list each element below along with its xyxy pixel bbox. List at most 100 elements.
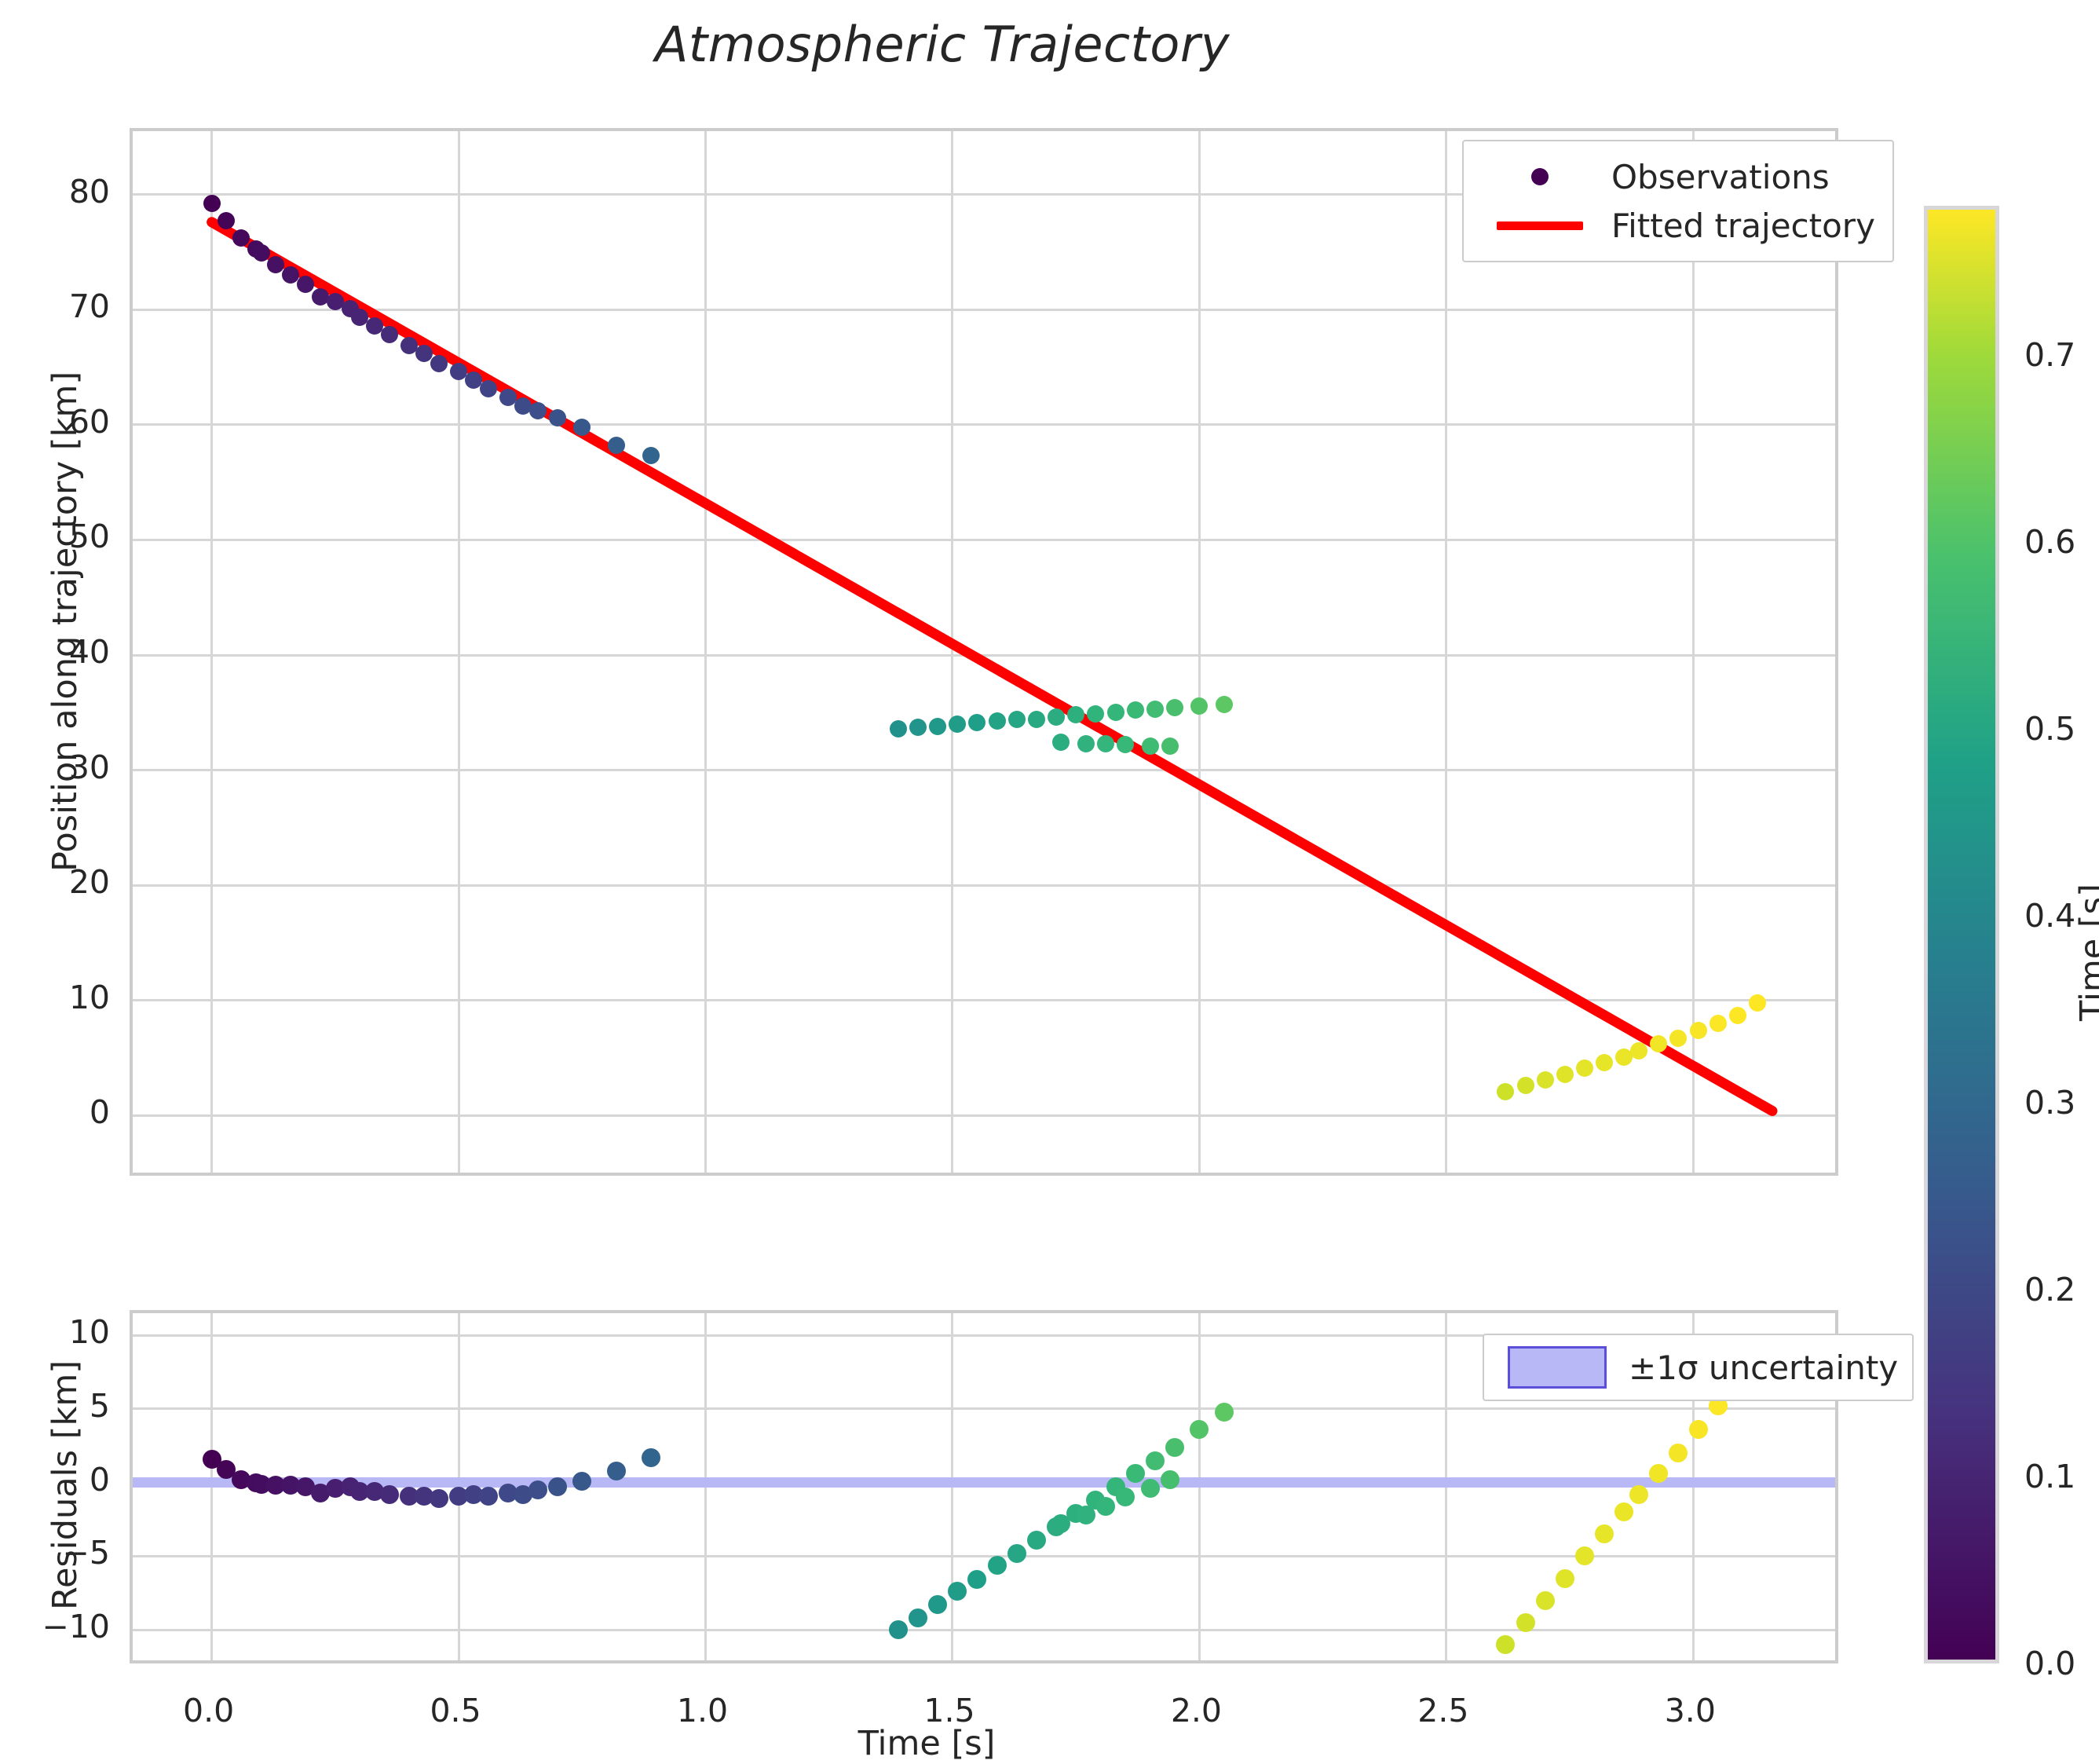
x-tick-label: 3.0 <box>1664 1692 1716 1729</box>
data-point <box>1048 708 1066 726</box>
data-point <box>1728 1006 1746 1024</box>
gridline-horizontal <box>133 1407 1835 1411</box>
data-point <box>573 418 591 436</box>
gridline-horizontal <box>133 423 1835 426</box>
data-point <box>949 715 967 733</box>
y-tick-label: 10 <box>68 978 110 1016</box>
y-tick-label: 30 <box>68 748 110 786</box>
data-point <box>1596 1053 1614 1071</box>
data-point <box>608 437 626 455</box>
data-point <box>1575 1059 1593 1078</box>
data-point <box>218 212 236 230</box>
data-point <box>203 195 221 213</box>
gridline-vertical <box>457 131 460 1173</box>
residual-point <box>429 1489 448 1509</box>
data-point <box>1190 697 1209 715</box>
data-point <box>267 256 285 274</box>
colorbar-tick-label: 0.0 <box>2024 1645 2076 1682</box>
residual-point <box>1145 1451 1165 1470</box>
data-point <box>1516 1077 1534 1095</box>
data-point <box>381 326 399 344</box>
x-axis-title: Time [s] <box>858 1724 996 1763</box>
residuals-y-axis-title: Residuals [km] <box>46 1360 85 1610</box>
data-point <box>1689 1021 1707 1039</box>
residual-point <box>607 1461 627 1480</box>
residual-point <box>1160 1469 1179 1489</box>
residual-point <box>478 1486 498 1506</box>
data-point <box>548 409 566 427</box>
residual-point <box>380 1484 400 1504</box>
legend-label-fitted: Fitted trajectory <box>1611 206 1875 245</box>
colorbar-tick-label: 0.6 <box>2024 523 2076 562</box>
residual-point <box>572 1471 592 1491</box>
legend-item-fitted[interactable]: Fitted trajectory <box>1481 201 1875 250</box>
data-point <box>1096 734 1114 752</box>
x-tick-label: 2.5 <box>1417 1692 1469 1729</box>
residual-point <box>1095 1496 1115 1516</box>
data-point <box>1117 736 1135 754</box>
gridline-horizontal <box>133 653 1835 657</box>
residual-point <box>1214 1402 1234 1422</box>
residual-point <box>908 1608 927 1628</box>
y-tick-label: 20 <box>68 863 110 902</box>
gridline-vertical <box>704 131 708 1173</box>
y-tick-label: 10 <box>68 1313 110 1352</box>
residual-point <box>1614 1502 1634 1522</box>
colorbar-title: Time [s] <box>2073 884 2099 1021</box>
data-point <box>1087 705 1105 723</box>
residual-point <box>1140 1479 1160 1499</box>
residual-point <box>948 1582 967 1601</box>
residual-point <box>1535 1590 1555 1610</box>
data-point <box>889 719 907 737</box>
data-point <box>968 714 986 732</box>
gridline-horizontal <box>133 1554 1835 1557</box>
gridline-horizontal <box>133 193 1835 196</box>
data-point <box>351 309 369 327</box>
colorbar-tick-label: 0.7 <box>2024 336 2076 375</box>
residual-point <box>1629 1484 1649 1504</box>
residual-point <box>967 1570 987 1590</box>
residual-point <box>1026 1530 1046 1550</box>
gridline-horizontal <box>133 884 1835 887</box>
residual-point <box>1555 1568 1574 1588</box>
data-point <box>1165 699 1183 717</box>
legend-item-observations[interactable]: Observations <box>1481 152 1875 201</box>
data-point <box>1556 1065 1574 1083</box>
x-tick-label: 0.5 <box>430 1692 481 1729</box>
colorbar-tick-label: 0.3 <box>2024 1084 2076 1122</box>
residual-point <box>1649 1464 1669 1484</box>
x-tick-label: 1.5 <box>923 1692 975 1729</box>
main-gridlines <box>133 131 1835 1173</box>
data-point <box>1126 701 1144 719</box>
legend-marker-observations <box>1481 168 1599 185</box>
data-point <box>1141 737 1159 755</box>
gridline-horizontal <box>133 1334 1835 1337</box>
data-point <box>1749 994 1767 1012</box>
data-point <box>400 336 419 354</box>
data-point <box>1052 734 1070 752</box>
legend-item-uncertainty[interactable]: ±1σ uncertainty <box>1498 1343 1898 1392</box>
gridline-vertical <box>1198 131 1201 1173</box>
colorbar-tick-label: 0.5 <box>2024 710 2076 748</box>
gridline-vertical <box>1691 131 1695 1173</box>
residual-point <box>1496 1634 1516 1654</box>
residual-point <box>642 1447 661 1467</box>
data-point <box>1215 696 1233 714</box>
data-point <box>366 317 384 335</box>
data-point <box>909 719 927 737</box>
observation-dot-icon <box>1531 168 1549 185</box>
legend-marker-uncertainty <box>1498 1346 1616 1389</box>
residual-point <box>1007 1543 1026 1563</box>
residual-point <box>928 1595 948 1615</box>
colorbar-tick-label: 0.2 <box>2024 1271 2076 1309</box>
residual-point <box>1076 1505 1095 1524</box>
gridline-vertical <box>1445 131 1448 1173</box>
gridline-horizontal <box>133 769 1835 772</box>
main-y-axis-title: Position along trajectory [km] <box>46 371 85 872</box>
data-point <box>297 275 315 293</box>
data-point <box>1146 700 1164 718</box>
legend-marker-fitted <box>1481 221 1599 230</box>
page-title: Atmospheric Trajectory <box>654 16 1231 73</box>
y-tick-label: 50 <box>68 518 110 556</box>
data-point <box>1161 737 1179 755</box>
